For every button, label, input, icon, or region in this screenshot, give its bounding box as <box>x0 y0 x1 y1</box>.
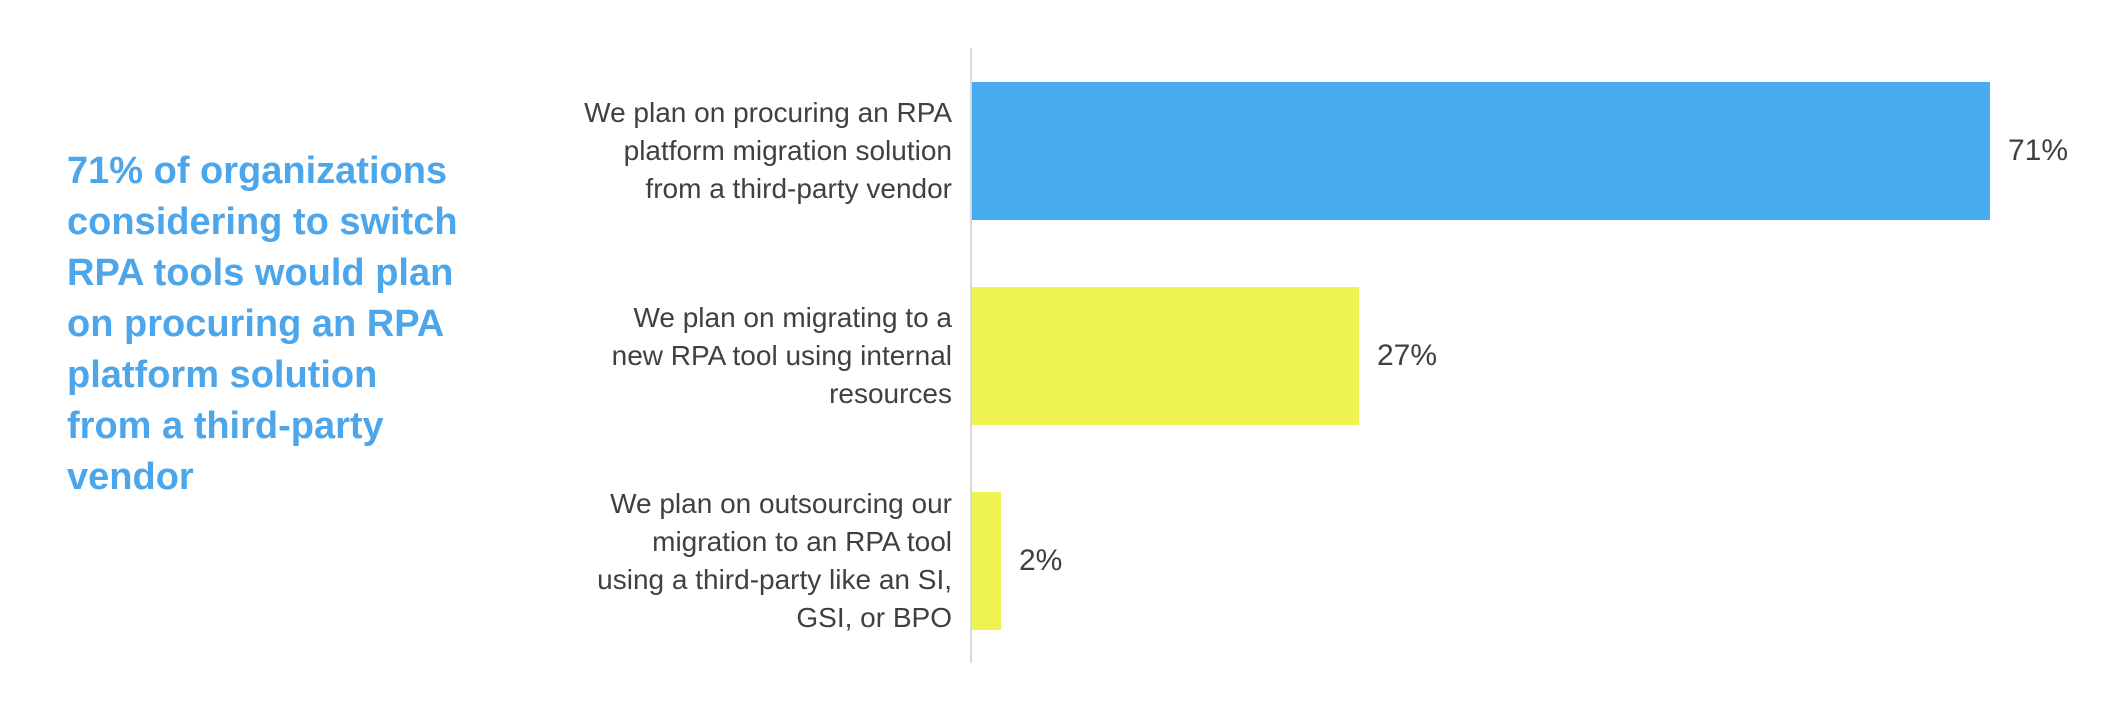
bar <box>972 286 1359 425</box>
bar-track: 71% <box>952 48 2120 253</box>
value-label: 27% <box>1377 338 1438 372</box>
bar-row-outsourcing: We plan on outsourcing our migration to … <box>560 458 2120 663</box>
bar-chart: We plan on procuring an RPA platform mig… <box>560 48 2120 663</box>
value-label: 71% <box>2008 133 2069 167</box>
bar-row-internal-resources: We plan on migrating to a new RPA tool u… <box>560 253 2120 458</box>
value-label: 2% <box>1019 543 1063 577</box>
category-label: We plan on procuring an RPA platform mig… <box>584 96 952 204</box>
bar <box>972 491 1001 630</box>
headline-text: 71% of organizations considering to swit… <box>67 150 458 498</box>
category-label: We plan on outsourcing our migration to … <box>597 487 952 633</box>
bar-track: 27% <box>952 253 2120 458</box>
bar-track: 2% <box>952 458 2120 663</box>
category-label: We plan on migrating to a new RPA tool u… <box>611 301 952 409</box>
bar-row-procure-vendor: We plan on procuring an RPA platform mig… <box>560 48 2120 253</box>
y-axis-line <box>970 48 972 663</box>
bar <box>972 81 1990 220</box>
